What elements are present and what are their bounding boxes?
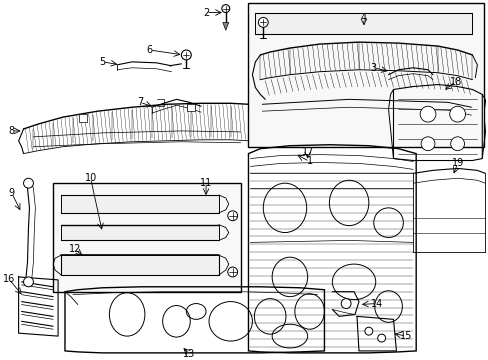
Circle shape [258, 18, 267, 27]
Bar [61, 225, 219, 240]
Circle shape [450, 137, 464, 150]
Text: 17: 17 [301, 147, 313, 157]
Text: 18: 18 [448, 77, 461, 87]
Text: 6: 6 [146, 45, 153, 55]
Bar [248, 3, 483, 147]
Circle shape [227, 211, 237, 221]
Circle shape [227, 267, 237, 277]
Circle shape [181, 50, 191, 60]
Text: 10: 10 [84, 173, 97, 183]
Text: 9: 9 [9, 188, 15, 198]
Bar [61, 255, 219, 275]
Text: 19: 19 [450, 158, 463, 168]
Polygon shape [223, 22, 228, 30]
Circle shape [377, 334, 385, 342]
Text: 12: 12 [68, 244, 81, 254]
Circle shape [23, 277, 33, 287]
Text: 7: 7 [137, 97, 143, 107]
Text: 2: 2 [203, 8, 209, 18]
Bar [79, 114, 86, 122]
Text: 13: 13 [183, 349, 195, 359]
Circle shape [23, 178, 33, 188]
Circle shape [420, 137, 434, 150]
Circle shape [341, 299, 350, 309]
Circle shape [449, 106, 465, 122]
Text: 5: 5 [99, 57, 105, 67]
Bar [255, 13, 471, 34]
Circle shape [222, 5, 229, 13]
Text: 4: 4 [360, 13, 366, 23]
Text: 3: 3 [370, 63, 376, 73]
Text: 8: 8 [9, 126, 15, 136]
Bar [187, 104, 195, 112]
Bar [53, 183, 240, 292]
Text: 1: 1 [306, 157, 312, 166]
Bar [61, 195, 219, 213]
Circle shape [364, 327, 372, 335]
Text: 16: 16 [2, 274, 15, 284]
Text: 11: 11 [200, 178, 212, 188]
Circle shape [419, 106, 435, 122]
Text: 15: 15 [399, 331, 412, 341]
Text: 14: 14 [370, 298, 382, 309]
